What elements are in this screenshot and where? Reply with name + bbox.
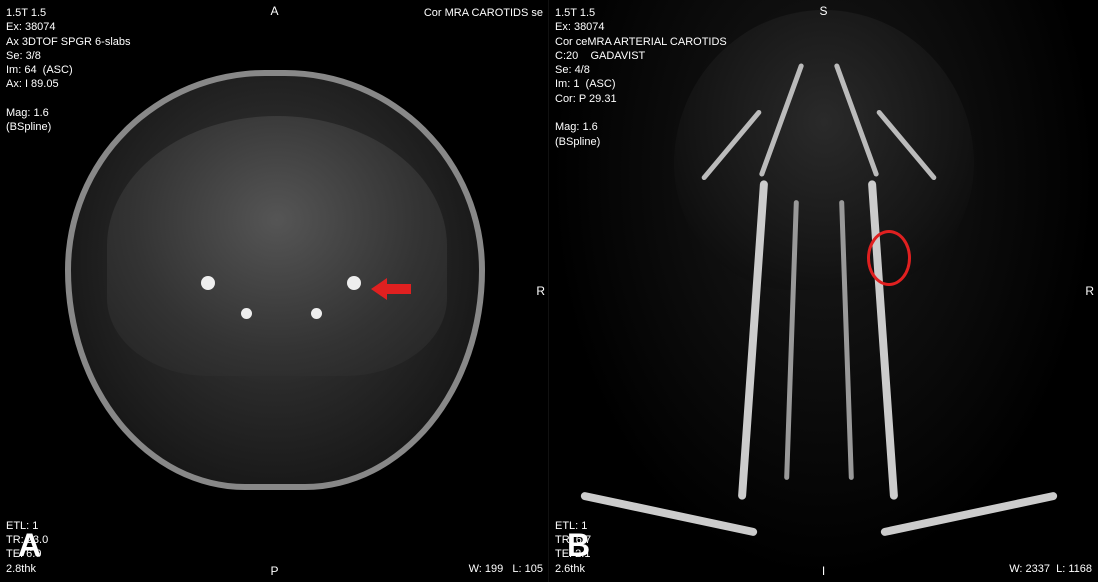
orientation-marker: S xyxy=(819,4,827,18)
annotation-circle-icon xyxy=(867,230,911,286)
orientation-marker: P xyxy=(270,564,278,578)
window-level: W: 2337 L: 1168 xyxy=(1009,562,1092,576)
vessel-signal xyxy=(241,308,252,319)
panel-label: B xyxy=(567,527,590,564)
window-level: W: 199 L: 105 xyxy=(469,562,543,576)
annotation-arrow-icon xyxy=(371,276,411,302)
orientation-marker: R xyxy=(1085,284,1094,298)
orientation-marker: I xyxy=(822,564,825,578)
panel-b: 1.5T 1.5 Ex: 38074 Cor ceMRA ARTERIAL CA… xyxy=(549,0,1098,582)
meta-top-left: 1.5T 1.5 Ex: 38074 Ax 3DTOF SPGR 6-slabs… xyxy=(6,6,131,135)
vessel-signal xyxy=(347,276,361,290)
vessel-signal xyxy=(201,276,215,290)
meta-top-right: Cor MRA CAROTIDS se xyxy=(424,6,543,20)
panel-a: 1.5T 1.5 Ex: 38074 Ax 3DTOF SPGR 6-slabs… xyxy=(0,0,549,582)
panel-label: A xyxy=(18,527,41,564)
orientation-marker: A xyxy=(270,4,278,18)
brain-tissue xyxy=(107,116,447,376)
vessel-signal xyxy=(311,308,322,319)
orientation-marker: R xyxy=(536,284,545,298)
meta-top-left: 1.5T 1.5 Ex: 38074 Cor ceMRA ARTERIAL CA… xyxy=(555,6,727,149)
